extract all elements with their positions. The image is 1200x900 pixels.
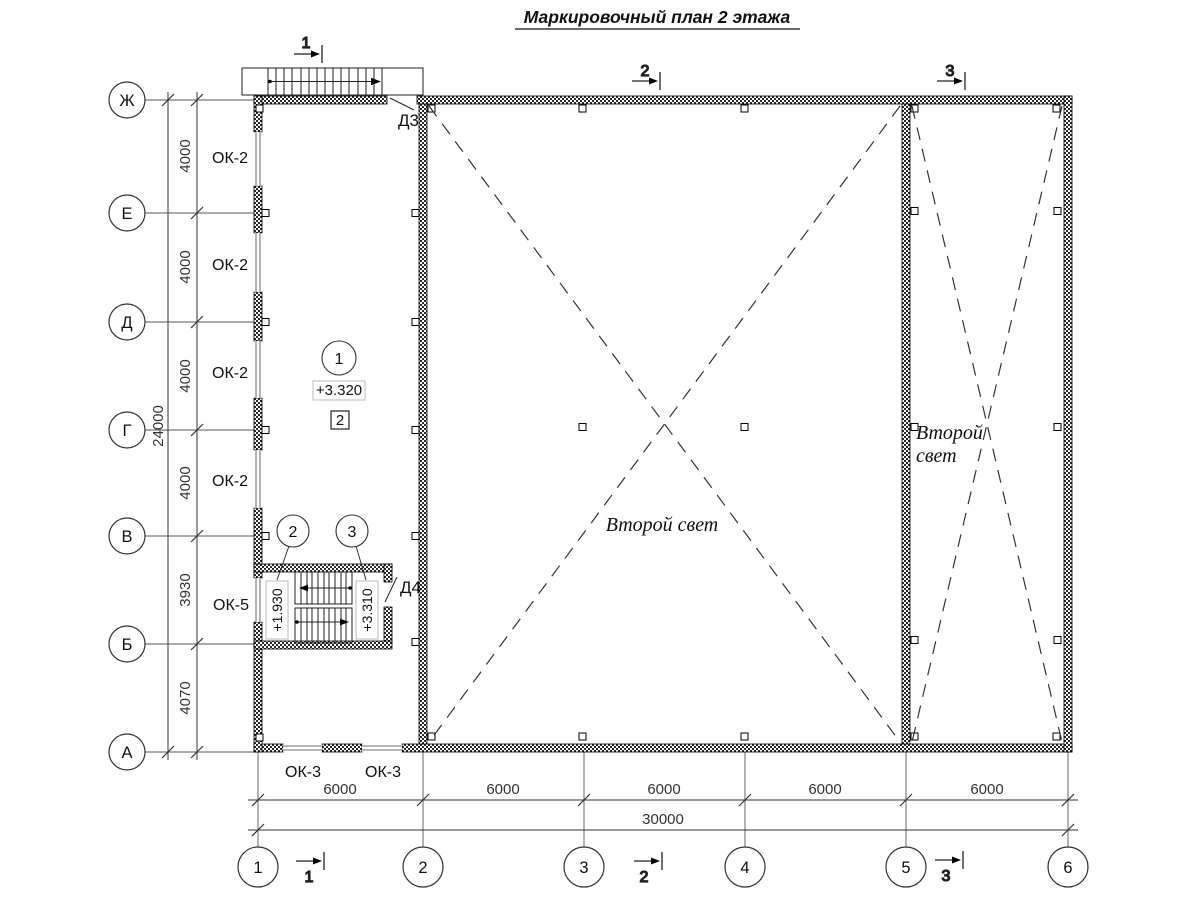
window-label-ok2-4: ОК-2 [212, 473, 248, 490]
dim-col-1: 6000 [486, 781, 519, 798]
stair-elevation-low: +1.930 [269, 588, 285, 631]
external-stair [241, 67, 424, 96]
dim-row-0: 4000 [177, 139, 194, 172]
row-axis-4: В [121, 528, 132, 546]
stair-elevation-high-box [355, 580, 379, 640]
dim-row-total: 24000 [150, 405, 167, 447]
door-d4-leader [384, 576, 398, 603]
dim-col-3: 6000 [808, 781, 841, 798]
stair-elevation-high: +3.310 [359, 588, 375, 631]
dim-col-2: 6000 [647, 781, 680, 798]
dim-row-3: 4000 [177, 466, 194, 499]
floor-type-number: 2 [336, 412, 344, 429]
col-axis-0: 1 [253, 859, 262, 877]
exterior-walls [253, 95, 1073, 753]
col-axis-5: 6 [1063, 859, 1072, 877]
section-2-label-top: 2 [641, 63, 650, 80]
dim-row-2: 4000 [177, 359, 194, 392]
section-mark-2-top: 2 [632, 62, 661, 90]
drawing-title: Маркировочный план 2 этажа [524, 7, 791, 27]
window-ok5 [254, 578, 262, 622]
door-d4-label: Д4 [400, 578, 421, 597]
room-marker: 1 +3.320 2 [312, 340, 366, 430]
section-2-label-bottom: 2 [640, 869, 649, 886]
section-mark-3-top: 3 [937, 62, 966, 90]
room-elevation: +3.320 [316, 382, 362, 399]
stair-node-2-label: 2 [289, 524, 298, 541]
row-axis-1: Е [121, 205, 132, 223]
dimension-lines [167, 92, 1078, 831]
window-label-ok5: ОК-5 [213, 597, 249, 614]
interior-walls [253, 103, 911, 745]
door-d3-leader [389, 97, 415, 111]
stair-node-3-label: 3 [348, 524, 357, 541]
stair-node-3-callout: 3 [335, 514, 369, 581]
window-ok2-1 [254, 132, 262, 186]
second-light-label-right-1: Второй [916, 422, 983, 444]
window-ok2-4 [254, 450, 262, 508]
row-axis-0: Ж [119, 92, 135, 110]
dim-col-total: 30000 [642, 811, 684, 828]
window-label-ok3-1: ОК-3 [285, 764, 321, 781]
axis-lines [145, 99, 1069, 847]
row-axis-6: А [121, 744, 132, 762]
dim-col-4: 6000 [970, 781, 1003, 798]
section-mark-2-bottom: 2 [634, 852, 663, 887]
row-axis-circles: Ж Е Д Г В Б А [108, 81, 146, 771]
row-axis-5: Б [122, 636, 133, 654]
stair-node-2-callout: 2 [276, 514, 310, 581]
section-mark-1-top: 1 [294, 34, 323, 63]
window-ok2-2 [254, 233, 262, 292]
window-label-ok2-1: ОК-2 [212, 150, 248, 167]
second-light-label-main: Второй свет [606, 514, 719, 536]
col-axis-circles: 1 2 3 4 5 6 [237, 846, 1089, 888]
void-diagonals-main-hall [428, 105, 901, 743]
stair-elevation-low-box [265, 580, 289, 640]
col-axis-1: 2 [418, 859, 427, 877]
section-1-label-bottom: 1 [305, 869, 314, 886]
dim-row-1: 4000 [177, 250, 194, 283]
window-label-ok3-2: ОК-3 [365, 764, 401, 781]
section-mark-3-bottom: 3 [935, 851, 964, 886]
room-number: 1 [335, 351, 344, 368]
col-axis-4: 5 [901, 859, 910, 877]
window-label-ok2-2: ОК-2 [212, 257, 248, 274]
window-ok3-2 [362, 744, 402, 752]
section-3-label-top: 3 [946, 63, 955, 80]
dim-col-0: 6000 [323, 781, 356, 798]
dim-row-4: 3930 [177, 573, 194, 606]
section-3-label-bottom: 3 [942, 868, 951, 885]
window-ok2-3 [254, 341, 262, 398]
row-axis-3: Г [123, 422, 132, 440]
second-light-label-right-2: свет [916, 445, 957, 467]
dim-row-5: 4070 [177, 681, 194, 714]
section-1-label-top: 1 [302, 35, 311, 52]
window-label-ok2-3: ОК-2 [212, 365, 248, 382]
dimension-ticks [161, 93, 1075, 837]
internal-stair [294, 571, 353, 644]
section-mark-1-bottom: 1 [296, 852, 325, 887]
row-axis-2: Д [121, 314, 132, 332]
window-ok3-1 [283, 744, 322, 752]
col-axis-3: 4 [740, 859, 749, 877]
door-d3-label: Д3 [398, 111, 419, 130]
col-axis-2: 3 [579, 859, 588, 877]
